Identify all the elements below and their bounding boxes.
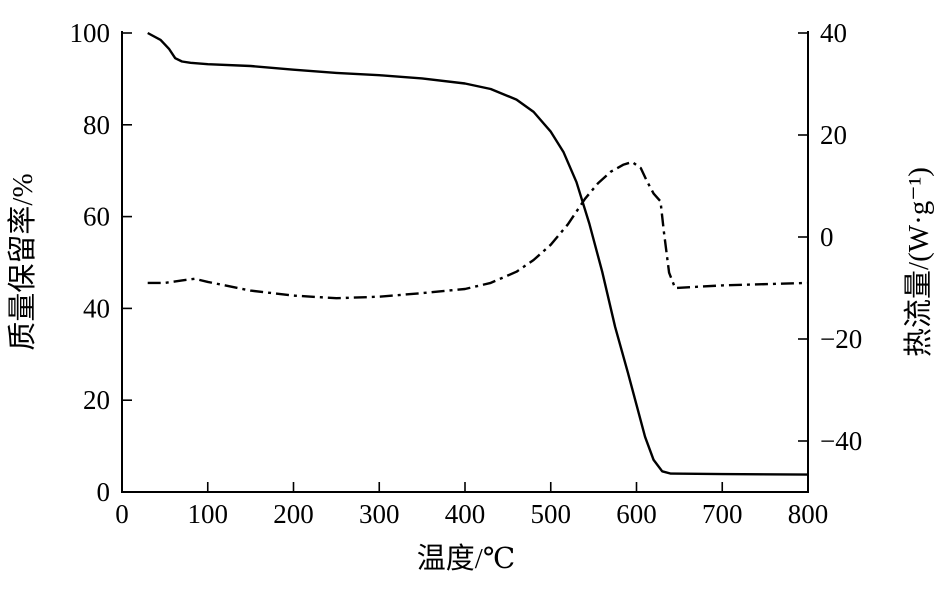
left-y-tick-label: 100 — [70, 18, 111, 48]
x-tick-label: 500 — [531, 499, 572, 529]
x-axis: 0 100 200 300 400 500 600 700 800 — [115, 482, 828, 529]
plot-frame — [121, 31, 809, 493]
x-axis-title: 温度/℃ — [417, 542, 516, 575]
left-y-axis-title: 质量保留率/% — [6, 173, 39, 350]
right-y-tick-label: −20 — [820, 324, 862, 354]
right-y-axis-title: 热流量/(W·g⁻¹) — [902, 167, 935, 357]
left-y-tick-label: 60 — [83, 202, 110, 232]
mass-retention-line — [147, 31, 809, 476]
heat-flow-line — [147, 160, 809, 300]
x-tick-label: 0 — [115, 499, 129, 529]
x-tick-label: 300 — [359, 499, 400, 529]
left-y-tick-label: 0 — [97, 477, 111, 507]
x-tick-label: 700 — [702, 499, 743, 529]
left-y-axis: 0 20 40 60 80 100 — [70, 18, 132, 507]
series-layer — [147, 31, 809, 476]
left-y-tick-label: 20 — [83, 385, 110, 415]
x-tick-label: 800 — [788, 499, 829, 529]
right-y-tick-label: −40 — [820, 426, 862, 456]
right-y-tick-label: 0 — [820, 222, 834, 252]
x-tick-label: 100 — [188, 499, 229, 529]
x-tick-label: 600 — [616, 499, 657, 529]
x-tick-label: 200 — [273, 499, 314, 529]
left-y-tick-label: 80 — [83, 110, 110, 140]
left-y-tick-label: 40 — [83, 293, 110, 323]
right-y-axis: −40 −20 0 20 40 — [798, 18, 862, 456]
right-y-tick-label: 40 — [820, 18, 847, 48]
right-y-tick-label: 20 — [820, 120, 847, 150]
x-tick-label: 400 — [445, 499, 486, 529]
